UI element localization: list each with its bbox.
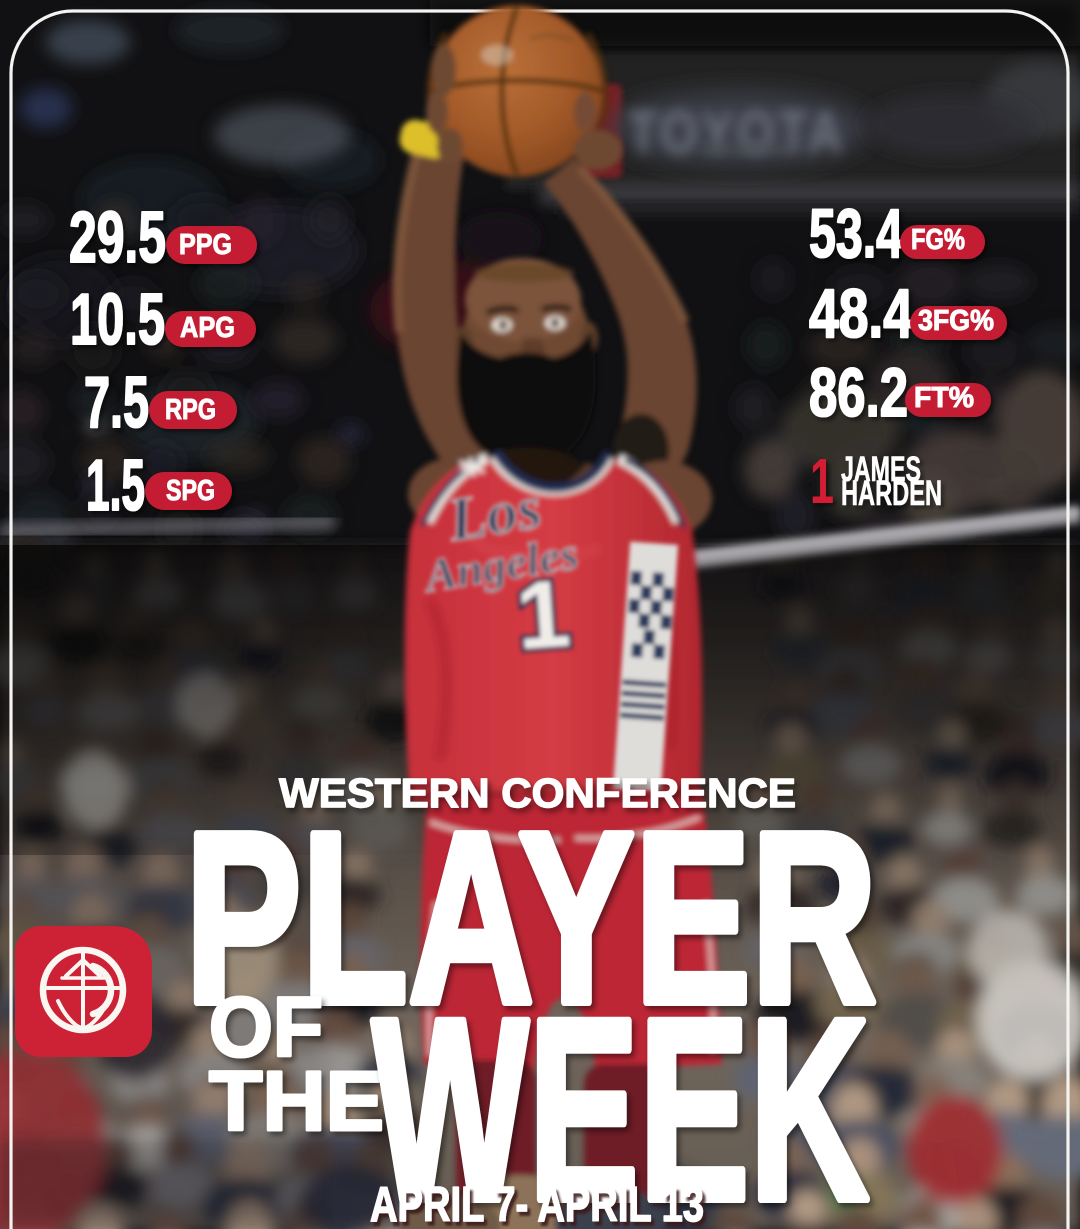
svg-text:APRIL 7- APRIL 13: APRIL 7- APRIL 13 [370,1178,704,1229]
svg-text:PPG: PPG [179,229,232,261]
svg-text:PLAYER: PLAYER [185,781,877,1054]
svg-text:FG%: FG% [911,224,965,256]
svg-text:1: 1 [810,445,834,517]
svg-text:7.5: 7.5 [84,363,149,443]
svg-text:THE: THE [209,1054,384,1148]
svg-text:1.5: 1.5 [86,446,145,526]
svg-text:JAMES: JAMES [841,450,921,489]
svg-text:HARDEN: HARDEN [841,474,942,513]
svg-text:WESTERN CONFERENCE: WESTERN CONFERENCE [279,770,796,816]
svg-text:OF: OF [209,980,323,1074]
svg-text:48.4: 48.4 [809,275,913,352]
svg-text:3FG%: 3FG% [918,305,994,337]
svg-text:RPG: RPG [165,394,216,426]
svg-text:86.2: 86.2 [809,354,908,431]
svg-text:Los: Los [443,473,546,555]
svg-text:10.5: 10.5 [70,280,165,360]
svg-text:APG: APG [180,312,235,344]
svg-text:SPG: SPG [166,475,215,507]
svg-text:53.4: 53.4 [809,195,903,272]
svg-text:29.5: 29.5 [69,198,166,278]
svg-text:1: 1 [513,561,573,670]
svg-text:FT%: FT% [914,382,974,414]
svg-text:WEEK: WEEK [372,965,869,1229]
